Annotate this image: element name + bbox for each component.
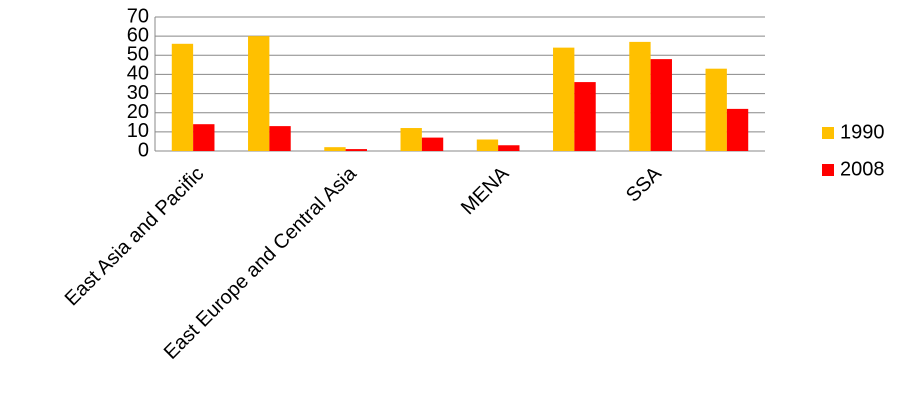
- bar: [400, 128, 422, 151]
- legend-swatch: [822, 127, 834, 139]
- y-tick-label: 10: [127, 120, 149, 142]
- bar: [553, 47, 575, 151]
- bar: [324, 147, 346, 151]
- legend-label: 2008: [840, 158, 885, 180]
- x-tick-label: SSA: [622, 162, 666, 206]
- y-tick-label: 70: [127, 5, 149, 27]
- bar: [269, 126, 291, 151]
- x-tick-label: MENA: [457, 162, 514, 219]
- bar: [248, 36, 270, 152]
- y-tick-label: 30: [127, 82, 149, 104]
- bar: [193, 124, 215, 151]
- bar: [726, 108, 749, 151]
- legend-label: 1990: [840, 121, 885, 143]
- bar: [498, 145, 520, 151]
- bar: [476, 139, 499, 151]
- y-tick-label: 40: [127, 63, 149, 85]
- bar: [650, 59, 672, 151]
- x-tick-label: East Asia and Pacific: [61, 163, 209, 311]
- bar: [171, 43, 194, 151]
- bar: [629, 41, 651, 152]
- bar: [421, 137, 444, 151]
- legend-swatch: [822, 164, 834, 176]
- bar: [345, 149, 367, 151]
- bar: [705, 68, 727, 151]
- bar: [574, 82, 596, 151]
- y-tick-label: 60: [127, 24, 149, 46]
- y-tick-label: 50: [127, 44, 149, 66]
- y-tick-label: 0: [138, 139, 149, 161]
- y-tick-label: 20: [127, 101, 149, 123]
